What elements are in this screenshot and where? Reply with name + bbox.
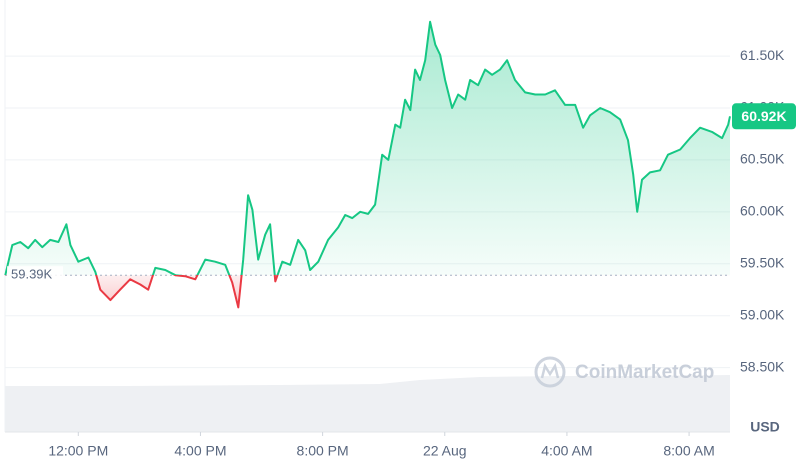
x-tick-label: 8:00 PM	[297, 443, 349, 459]
x-tick-label: 4:00 AM	[541, 443, 592, 459]
y-tick-label: 58.50K	[740, 358, 785, 374]
y-tick-label: 61.50K	[740, 47, 785, 63]
plot: 59.39K	[4, 20, 731, 309]
price-line	[4, 20, 731, 309]
watermark-logo-mark	[540, 362, 560, 379]
baseline-label: 59.39K	[11, 267, 53, 282]
last-price-label: 60.92K	[741, 108, 786, 124]
y-tick-label: 59.50K	[740, 254, 785, 270]
volume-area	[5, 375, 730, 432]
x-tick-label: 8:00 AM	[663, 443, 714, 459]
watermark: CoinMarketCap	[534, 356, 714, 388]
x-tick-label: 12:00 PM	[48, 443, 108, 459]
last-price-tag	[732, 103, 796, 130]
watermark-logo	[534, 356, 566, 388]
y-tick-label: 60.00K	[740, 203, 785, 219]
y-tick-label: 59.00K	[740, 306, 785, 322]
watermark-text: CoinMarketCap	[575, 362, 714, 383]
grid	[5, 55, 730, 436]
y-tick-label: 60.50K	[740, 151, 785, 167]
x-tick-label: 22 Aug	[423, 443, 467, 459]
y-axis-label: USD	[750, 419, 780, 435]
x-tick-label: 4:00 PM	[174, 443, 226, 459]
baseline-label-bg	[7, 266, 63, 285]
